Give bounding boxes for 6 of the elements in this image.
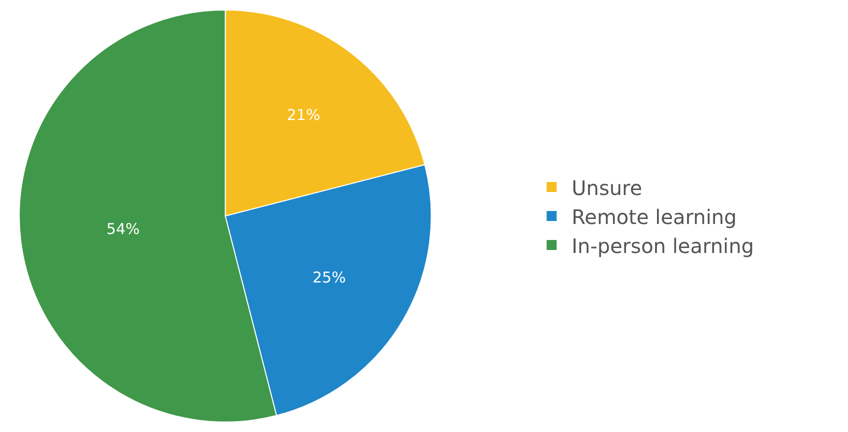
- data-label: 54%: [106, 220, 140, 238]
- data-label: 21%: [286, 106, 320, 124]
- legend-label: Remote learning: [572, 204, 737, 229]
- legend-label: In-person learning: [572, 234, 754, 258]
- data-label: 25%: [312, 268, 346, 286]
- legend-label: Unsure: [572, 176, 642, 200]
